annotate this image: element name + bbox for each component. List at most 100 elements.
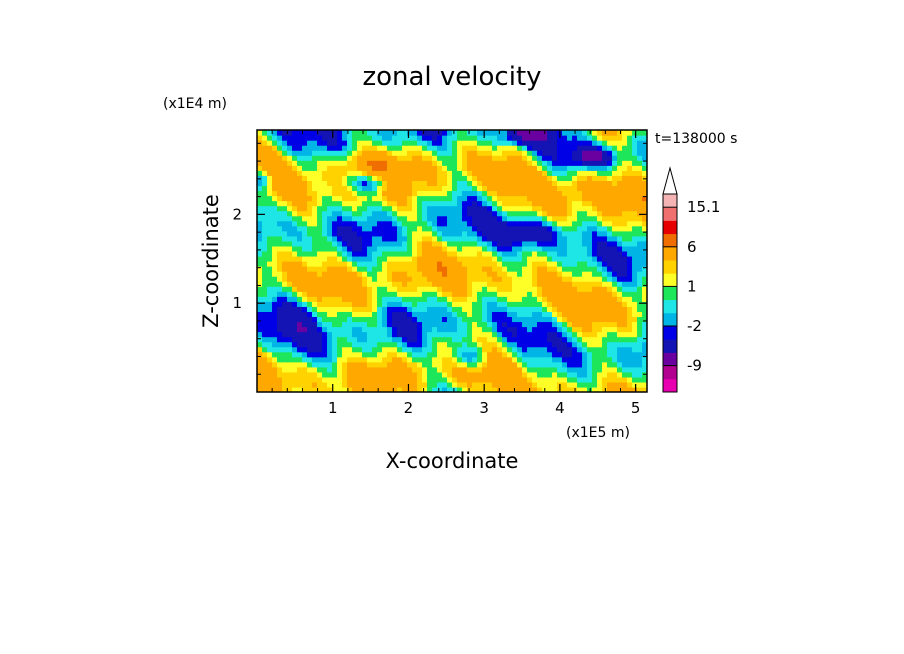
field-cell [332, 351, 338, 358]
field-cell [487, 150, 493, 156]
field-cell [467, 276, 473, 282]
field-cell [597, 331, 603, 338]
field-cell [462, 255, 468, 262]
field-cell [582, 386, 588, 392]
field-cell [497, 185, 503, 192]
field-cell [522, 170, 528, 176]
field-cell [482, 386, 488, 392]
field-cell [597, 145, 603, 151]
field-cell [562, 185, 568, 192]
field-cell [542, 190, 548, 197]
field-cell [357, 361, 363, 368]
field-cell [622, 276, 628, 282]
field-cell [552, 215, 558, 222]
field-cell [472, 190, 478, 197]
field-cell [367, 150, 373, 156]
field-cell [587, 286, 593, 292]
field-cell [452, 245, 458, 252]
field-cell [487, 351, 493, 358]
field-cell [332, 366, 338, 373]
field-cell [537, 291, 543, 297]
field-cell [297, 386, 303, 392]
field-cell [327, 366, 333, 373]
field-cell [347, 175, 353, 181]
field-cell [322, 200, 328, 207]
field-cell [642, 266, 647, 272]
field-cell [572, 371, 578, 378]
field-cell [597, 250, 603, 257]
field-cell [382, 276, 388, 282]
field-cell [577, 296, 583, 302]
field-cell [497, 255, 503, 262]
field-cell [562, 210, 568, 217]
field-cell [632, 281, 638, 287]
field-cell [502, 306, 508, 312]
field-cell [577, 316, 583, 323]
field-cell [582, 250, 588, 257]
field-cell [267, 210, 273, 217]
field-cell [332, 210, 338, 217]
field-cell [517, 326, 523, 333]
field-cell [412, 200, 418, 207]
field-cell [562, 351, 568, 358]
field-cell [287, 301, 293, 307]
field-cell [577, 210, 583, 217]
field-cell [522, 291, 528, 297]
field-cell [447, 321, 453, 328]
field-cell [607, 276, 613, 282]
field-cell [572, 210, 578, 217]
field-cell [632, 235, 638, 242]
field-cell [467, 361, 473, 368]
field-cell [382, 371, 388, 378]
field-cell [397, 150, 403, 156]
field-cell [387, 135, 393, 141]
field-cell [502, 185, 508, 192]
field-cell [432, 276, 438, 282]
field-cell [447, 195, 453, 202]
field-cell [282, 366, 288, 373]
field-cell [422, 225, 428, 232]
field-cell [352, 145, 358, 151]
field-cell [402, 130, 408, 136]
field-cell [332, 341, 338, 348]
field-cell [487, 180, 493, 187]
field-cell [352, 296, 358, 302]
field-cell [367, 321, 373, 328]
field-cell [592, 190, 598, 197]
field-cell [367, 336, 373, 343]
field-cell [462, 346, 468, 353]
field-cell [387, 376, 393, 383]
field-cell [332, 160, 338, 166]
field-cell [512, 371, 518, 378]
field-cell [442, 261, 448, 267]
field-cell [572, 215, 578, 222]
field-cell [547, 185, 553, 192]
field-cell [257, 281, 263, 287]
field-cell [597, 230, 603, 237]
field-cell [392, 140, 398, 146]
field-cell [362, 195, 368, 202]
field-cell [512, 150, 518, 156]
field-cell [322, 150, 328, 156]
field-cell [537, 255, 543, 262]
field-cell [267, 286, 273, 292]
field-cell [492, 180, 498, 187]
field-cell [342, 190, 348, 197]
field-cell [332, 276, 338, 282]
field-cell [612, 160, 618, 166]
field-cell [322, 331, 328, 338]
field-cell [537, 296, 543, 302]
field-cell [347, 160, 353, 166]
field-cell [462, 245, 468, 252]
field-cell [372, 381, 378, 388]
field-cell [497, 296, 503, 302]
field-cell [607, 376, 613, 383]
field-cell [567, 240, 573, 247]
field-cell [602, 281, 608, 287]
field-cell [542, 381, 548, 388]
field-cell [362, 326, 368, 333]
field-cell [282, 160, 288, 166]
field-cell [532, 225, 538, 232]
field-cell [502, 225, 508, 232]
